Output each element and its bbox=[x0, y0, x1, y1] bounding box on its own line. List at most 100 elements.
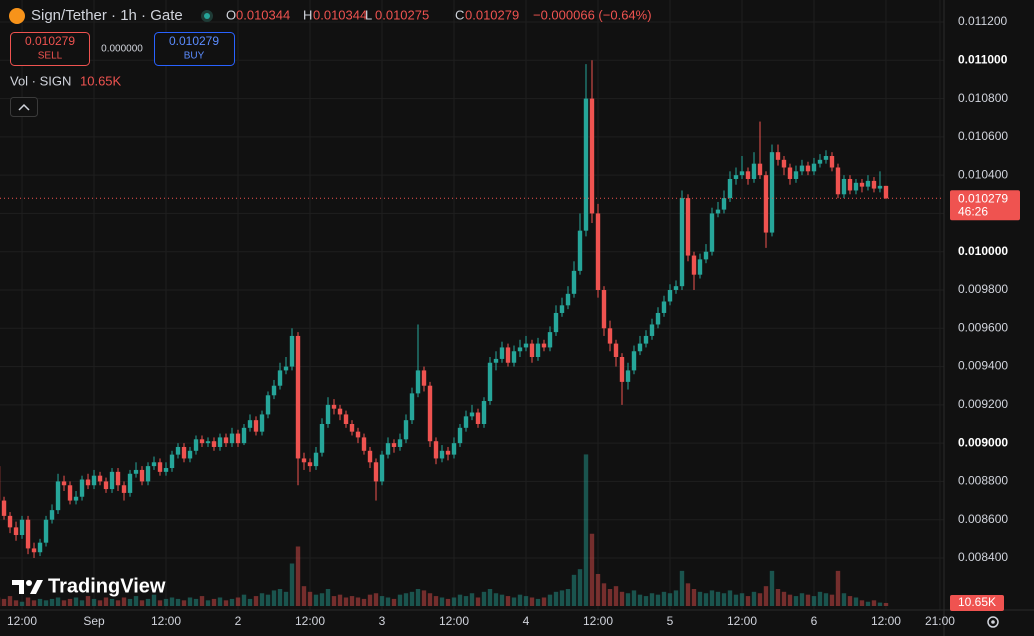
volume-bar bbox=[655, 594, 661, 606]
candle-body bbox=[859, 182, 865, 187]
volume-bar bbox=[475, 597, 481, 606]
volume-bar bbox=[61, 600, 67, 606]
volume-bar bbox=[529, 597, 535, 606]
candle-body bbox=[187, 450, 193, 459]
volume-bar bbox=[115, 600, 121, 606]
volume-bar bbox=[487, 589, 493, 606]
volume-bar bbox=[883, 602, 889, 606]
candle-body bbox=[715, 209, 721, 214]
candle-body bbox=[607, 328, 613, 344]
y-tick-label: 0.010400 bbox=[958, 167, 1008, 181]
candle-body bbox=[487, 362, 493, 402]
volume-bar bbox=[667, 593, 673, 606]
volume-bar bbox=[679, 570, 685, 606]
volume-bar bbox=[661, 591, 667, 606]
x-tick-label: 12:00 bbox=[727, 614, 757, 628]
sell-button[interactable] bbox=[10, 32, 90, 66]
candle-body bbox=[793, 171, 799, 179]
candle-body bbox=[457, 427, 463, 444]
volume-bar bbox=[457, 594, 463, 606]
volume-bar bbox=[763, 586, 769, 606]
volume-bar bbox=[511, 597, 517, 606]
candle-body bbox=[283, 366, 289, 371]
volume-bar bbox=[235, 597, 241, 606]
volume-bar bbox=[415, 589, 421, 606]
y-tick-label: 0.009200 bbox=[958, 397, 1008, 411]
candle-body bbox=[199, 439, 205, 444]
sell-label: SELL bbox=[38, 51, 63, 62]
x-tick-label: 21:00 bbox=[925, 614, 955, 628]
volume-bar bbox=[277, 589, 283, 606]
candle-body bbox=[439, 450, 445, 459]
ohlc-value: 0.010279 bbox=[465, 7, 519, 22]
volume-bar bbox=[31, 600, 37, 606]
volume-bar bbox=[325, 589, 331, 606]
volume-bar bbox=[739, 593, 745, 606]
volume-bar bbox=[55, 597, 61, 606]
x-tick-label: 12:00 bbox=[295, 614, 325, 628]
collapse-button[interactable] bbox=[10, 97, 38, 117]
candle-body bbox=[259, 414, 265, 432]
candle-body bbox=[151, 462, 157, 467]
volume-bar bbox=[871, 600, 877, 606]
x-tick-label: Sep bbox=[83, 614, 105, 628]
candle-body bbox=[163, 468, 169, 472]
volume-bar bbox=[181, 600, 187, 606]
volume-bar bbox=[721, 593, 727, 606]
volume-bar bbox=[835, 570, 841, 606]
volume-bar bbox=[589, 533, 595, 606]
candle-body bbox=[853, 182, 859, 191]
volume-bar bbox=[151, 594, 157, 606]
candle-body bbox=[601, 290, 607, 329]
volume-bar bbox=[229, 598, 235, 606]
spread-label: 0.000000 bbox=[101, 44, 143, 55]
candle-body bbox=[817, 159, 823, 164]
volume-bar bbox=[601, 583, 607, 606]
buy-button[interactable] bbox=[154, 32, 235, 66]
volume-bar bbox=[829, 594, 835, 606]
candle-body bbox=[289, 335, 295, 367]
ohlc-letter: L bbox=[365, 7, 372, 22]
candle-body bbox=[589, 98, 595, 214]
candle-body bbox=[217, 437, 223, 447]
volume-bar bbox=[499, 594, 505, 606]
candle-body bbox=[7, 515, 13, 528]
volume-bar bbox=[787, 594, 793, 606]
candle-body bbox=[31, 548, 37, 553]
volume-bar bbox=[223, 600, 229, 606]
candle-body bbox=[181, 446, 187, 459]
volume-bar bbox=[847, 596, 853, 606]
settings-icon[interactable] bbox=[987, 616, 999, 628]
candle-body bbox=[319, 423, 325, 453]
candle-body bbox=[811, 163, 817, 172]
candle-body bbox=[631, 351, 637, 371]
volume-bar bbox=[169, 597, 175, 606]
change-label: −0.000066 (−0.64%) bbox=[533, 7, 652, 22]
volume-bar bbox=[193, 598, 199, 606]
symbol-title[interactable]: Sign/Tether · 1h · Gate bbox=[31, 7, 183, 24]
logo-mark bbox=[12, 580, 24, 594]
volume-bar bbox=[865, 601, 871, 606]
y-tick-label: 0.011000 bbox=[958, 52, 1008, 66]
volume-bar bbox=[571, 574, 577, 606]
candle-body bbox=[145, 466, 151, 482]
volume-bar bbox=[349, 596, 355, 606]
x-tick-label: 12:00 bbox=[7, 614, 37, 628]
candle-body bbox=[349, 423, 355, 432]
volume-bar bbox=[643, 596, 649, 606]
volume-bar bbox=[781, 591, 787, 606]
ohlc-letter: H bbox=[303, 7, 312, 22]
volume-bar bbox=[769, 570, 775, 606]
volume-bar bbox=[109, 598, 115, 606]
volume-bar bbox=[19, 601, 25, 606]
candle-body bbox=[865, 180, 871, 187]
volume-bar bbox=[73, 597, 79, 606]
volume-bar bbox=[355, 597, 361, 606]
volume-bar bbox=[265, 594, 271, 606]
y-tick-label: 0.008400 bbox=[958, 550, 1008, 564]
settings-icon-center bbox=[991, 620, 995, 624]
volume-bar bbox=[697, 591, 703, 606]
volume-bar bbox=[649, 593, 655, 606]
